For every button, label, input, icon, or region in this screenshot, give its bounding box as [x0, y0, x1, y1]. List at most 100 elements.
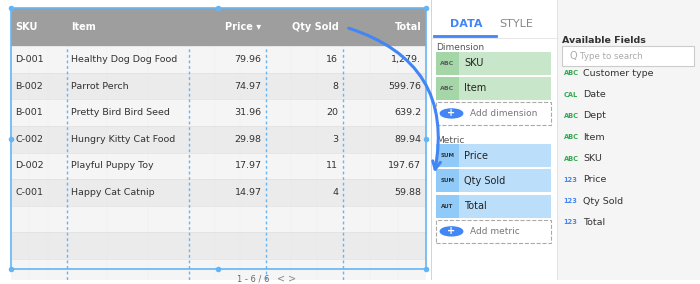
Text: 599.76: 599.76 [389, 82, 421, 91]
Text: SKU: SKU [464, 58, 484, 68]
Text: 197.67: 197.67 [389, 162, 421, 170]
Text: 123: 123 [564, 220, 577, 225]
Text: SKU: SKU [583, 154, 602, 163]
Text: Playful Puppy Toy: Playful Puppy Toy [71, 162, 154, 170]
Bar [10, 126, 426, 153]
Text: Item: Item [464, 83, 486, 93]
Text: ABC: ABC [564, 113, 578, 119]
Text: SUM: SUM [440, 153, 454, 158]
Text: 11: 11 [326, 162, 338, 170]
Bar [10, 259, 426, 284]
Bar [10, 179, 426, 206]
Text: 3: 3 [332, 135, 338, 144]
Text: >: > [288, 274, 296, 284]
Text: Add dimension: Add dimension [470, 109, 537, 118]
Text: Add metric: Add metric [470, 227, 519, 236]
Text: Pretty Bird Bird Seed: Pretty Bird Bird Seed [71, 108, 170, 117]
Text: Price ▾: Price ▾ [225, 22, 262, 32]
Text: CAL: CAL [564, 92, 577, 98]
Text: 639.2: 639.2 [394, 108, 421, 117]
Text: ABC: ABC [440, 86, 454, 91]
Text: Parrot Perch: Parrot Perch [71, 82, 129, 91]
Text: DATA: DATA [449, 19, 482, 29]
Text: 16: 16 [326, 55, 338, 64]
Bar [10, 233, 426, 259]
Text: ABC: ABC [564, 156, 578, 162]
Text: 17.97: 17.97 [234, 162, 262, 170]
Bar [430, 0, 556, 280]
Text: 29.98: 29.98 [234, 135, 262, 144]
Text: 89.94: 89.94 [394, 135, 421, 144]
Bar [436, 144, 459, 167]
Bar [10, 153, 426, 179]
Text: SKU: SKU [15, 22, 38, 32]
Text: +: + [447, 226, 456, 236]
Text: +: + [447, 108, 456, 118]
Text: <: < [277, 274, 285, 284]
Text: Price: Price [583, 175, 606, 184]
Text: Total: Total [464, 201, 487, 211]
Text: STYLE: STYLE [499, 19, 533, 29]
Bar [436, 170, 459, 193]
Text: 74.97: 74.97 [234, 82, 262, 91]
Text: 1 - 6 / 6: 1 - 6 / 6 [237, 274, 270, 283]
Text: Item: Item [71, 22, 96, 32]
Text: 31.96: 31.96 [234, 108, 262, 117]
Text: 20: 20 [326, 108, 338, 117]
Circle shape [440, 109, 463, 118]
Text: Total: Total [583, 218, 606, 227]
Text: ABC: ABC [564, 134, 578, 140]
Text: Healthy Dog Dog Food: Healthy Dog Dog Food [71, 55, 178, 64]
Text: B-001: B-001 [15, 108, 43, 117]
Text: Metric: Metric [436, 136, 465, 145]
Bar [436, 51, 551, 74]
Bar [562, 46, 694, 66]
Text: SUM: SUM [440, 178, 454, 183]
Text: 59.88: 59.88 [394, 188, 421, 197]
Circle shape [440, 227, 463, 236]
Bar [436, 195, 459, 218]
Text: Hungry Kitty Cat Food: Hungry Kitty Cat Food [71, 135, 176, 144]
Text: Customer type: Customer type [583, 69, 654, 78]
Text: ABC: ABC [564, 70, 578, 76]
Text: ABC: ABC [440, 60, 454, 66]
Text: Item: Item [583, 133, 605, 142]
Text: B-002: B-002 [15, 82, 43, 91]
Text: D-002: D-002 [15, 162, 44, 170]
Text: Qty Sold: Qty Sold [464, 176, 505, 186]
Text: 123: 123 [564, 198, 577, 204]
Bar [10, 46, 426, 73]
Bar [436, 77, 459, 100]
Text: 123: 123 [564, 177, 577, 183]
Bar [436, 220, 551, 243]
Bar [436, 195, 551, 218]
Text: Dimension: Dimension [436, 43, 484, 52]
Text: 4: 4 [332, 188, 338, 197]
Bar [436, 144, 551, 167]
Text: Price: Price [464, 151, 488, 161]
Text: Dept: Dept [583, 111, 606, 120]
Text: D-001: D-001 [15, 55, 44, 64]
Bar [556, 0, 700, 280]
Text: C-001: C-001 [15, 188, 43, 197]
Text: 79.96: 79.96 [234, 55, 262, 64]
Text: 1,279.: 1,279. [391, 55, 421, 64]
Text: Date: Date [583, 90, 606, 99]
Text: AUT: AUT [441, 204, 454, 209]
Bar [10, 73, 426, 99]
Text: Available Fields: Available Fields [562, 36, 646, 45]
Text: Q: Q [569, 51, 577, 61]
Text: C-002: C-002 [15, 135, 43, 144]
Text: Total: Total [395, 22, 421, 32]
Text: Type to search: Type to search [580, 51, 643, 60]
Bar [436, 51, 459, 74]
Bar [10, 206, 426, 233]
Text: 8: 8 [332, 82, 338, 91]
Text: Qty Sold: Qty Sold [291, 22, 338, 32]
Bar [436, 77, 551, 100]
Text: Qty Sold: Qty Sold [583, 197, 623, 206]
Bar [436, 170, 551, 193]
Bar [10, 9, 426, 269]
Bar [10, 99, 426, 126]
Text: 14.97: 14.97 [234, 188, 262, 197]
